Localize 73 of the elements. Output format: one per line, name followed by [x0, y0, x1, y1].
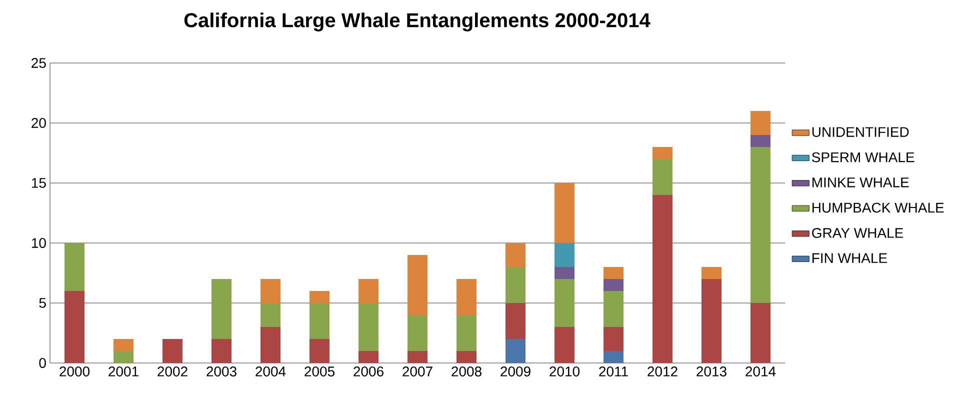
bar [604, 291, 624, 327]
bar [64, 291, 84, 363]
legend-label: SPERM WHALE [812, 152, 914, 162]
x-tick-label: 2007 [402, 366, 432, 376]
bar [310, 339, 330, 363]
chart-title: California Large Whale Entanglements 2000-2014 [184, 12, 650, 32]
bar [702, 279, 722, 363]
bar [750, 135, 771, 147]
bar [554, 327, 575, 363]
bar [212, 279, 232, 339]
bar [408, 351, 428, 363]
bar [114, 351, 134, 363]
legend-label: FIN WHALE [812, 253, 887, 263]
y-tick-label: 20 [32, 118, 46, 128]
x-tick-label: 2001 [108, 366, 138, 376]
bar [750, 111, 771, 135]
bar [260, 327, 281, 363]
bar [506, 267, 526, 303]
bar [358, 351, 379, 363]
bar [750, 303, 771, 363]
y-tick-label: 0 [39, 358, 46, 368]
bar [604, 267, 624, 279]
x-tick-label: 2014 [746, 366, 776, 376]
bar [310, 303, 330, 339]
bar [114, 339, 134, 351]
bar [506, 339, 526, 363]
bar [310, 291, 330, 303]
x-tick-label: 2002 [158, 366, 188, 376]
bar [456, 351, 477, 363]
legend-label: GRAY WHALE [812, 228, 904, 238]
bar [652, 195, 673, 363]
bar [750, 147, 771, 303]
x-tick-label: 2006 [354, 366, 384, 376]
bar [408, 315, 428, 351]
bar [604, 351, 624, 363]
bar [604, 327, 624, 351]
x-tick-label: 2011 [599, 366, 628, 376]
bar [162, 339, 183, 363]
bar [260, 279, 281, 303]
bar [212, 339, 232, 363]
x-tick-label: 2003 [206, 366, 236, 376]
bar [506, 243, 526, 267]
legend-label: UNIDENTIFIED [812, 127, 909, 137]
bar [702, 267, 722, 279]
bar [506, 303, 526, 339]
x-tick-label: 2005 [304, 366, 334, 376]
bar [456, 315, 477, 351]
y-tick-label: 10 [32, 238, 46, 248]
x-tick-label: 2004 [256, 366, 286, 376]
bar [652, 147, 673, 159]
y-tick-label: 5 [39, 298, 46, 308]
bar [652, 159, 673, 195]
x-tick-label: 2009 [500, 366, 530, 376]
bar [260, 303, 281, 327]
x-tick-label: 2008 [452, 366, 482, 376]
bar [604, 279, 624, 291]
bar [358, 279, 379, 303]
y-tick-label: 25 [32, 58, 46, 68]
bar [554, 279, 575, 327]
legend-label: HUMPBACK WHALE [812, 202, 944, 213]
bar [554, 183, 575, 243]
bar [554, 267, 575, 279]
y-tick-label: 15 [32, 178, 46, 188]
x-tick-label: 2000 [60, 366, 90, 376]
bar [554, 243, 575, 267]
bar [456, 279, 477, 315]
bar [64, 243, 84, 291]
bar [408, 255, 428, 315]
x-tick-label: 2012 [648, 366, 678, 376]
x-tick-label: 2013 [696, 366, 726, 376]
bar [358, 303, 379, 351]
legend-label: MINKE WHALE [812, 178, 909, 188]
x-tick-label: 2010 [550, 366, 580, 376]
